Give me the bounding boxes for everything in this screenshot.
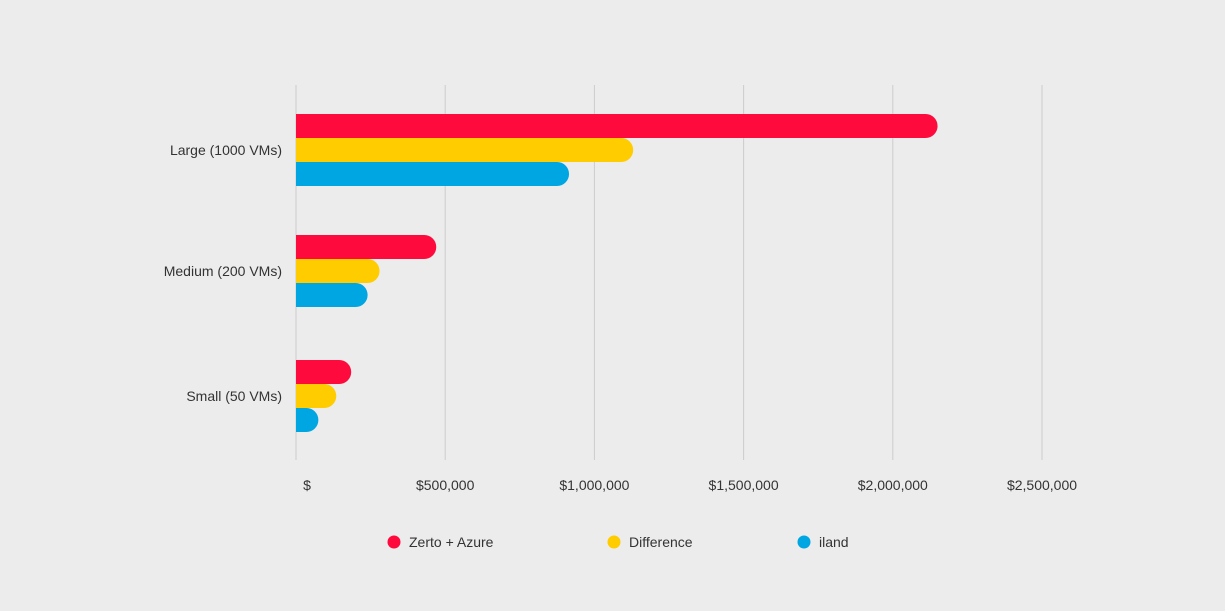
x-tick-label: $1,000,000 — [559, 477, 629, 493]
x-tick-label: $1,500,000 — [709, 477, 779, 493]
bars — [296, 114, 938, 432]
bar — [296, 283, 368, 307]
legend-swatch — [607, 535, 621, 549]
x-axis-tick-labels: $ $500,000 $1,000,000 $1,500,000 $2,000,000 $… — [303, 477, 1077, 493]
x-tick-label: $2,000,000 — [858, 477, 928, 493]
legend-label: Difference — [629, 534, 693, 550]
bar — [296, 114, 938, 138]
category-labels: Large (1000 VMs) Medium (200 VMs) Small (5… — [164, 142, 282, 404]
x-tick-label: $ — [303, 477, 311, 493]
x-tick-label: $2,500,000 — [1007, 477, 1077, 493]
legend: Zerto + Azure Difference iland — [387, 534, 849, 550]
bar — [296, 408, 319, 432]
bar — [296, 235, 437, 259]
category-label: Small (50 VMs) — [186, 388, 282, 404]
bar — [296, 259, 380, 283]
bar — [296, 360, 352, 384]
legend-swatch — [797, 535, 811, 549]
category-label: Medium (200 VMs) — [164, 263, 282, 279]
x-tick-label: $500,000 — [416, 477, 475, 493]
bar — [296, 384, 337, 408]
bar — [296, 138, 634, 162]
legend-label: iland — [819, 534, 849, 550]
category-label: Large (1000 VMs) — [170, 142, 282, 158]
legend-label: Zerto + Azure — [409, 534, 494, 550]
legend-swatch — [387, 535, 401, 549]
bar — [296, 162, 570, 186]
